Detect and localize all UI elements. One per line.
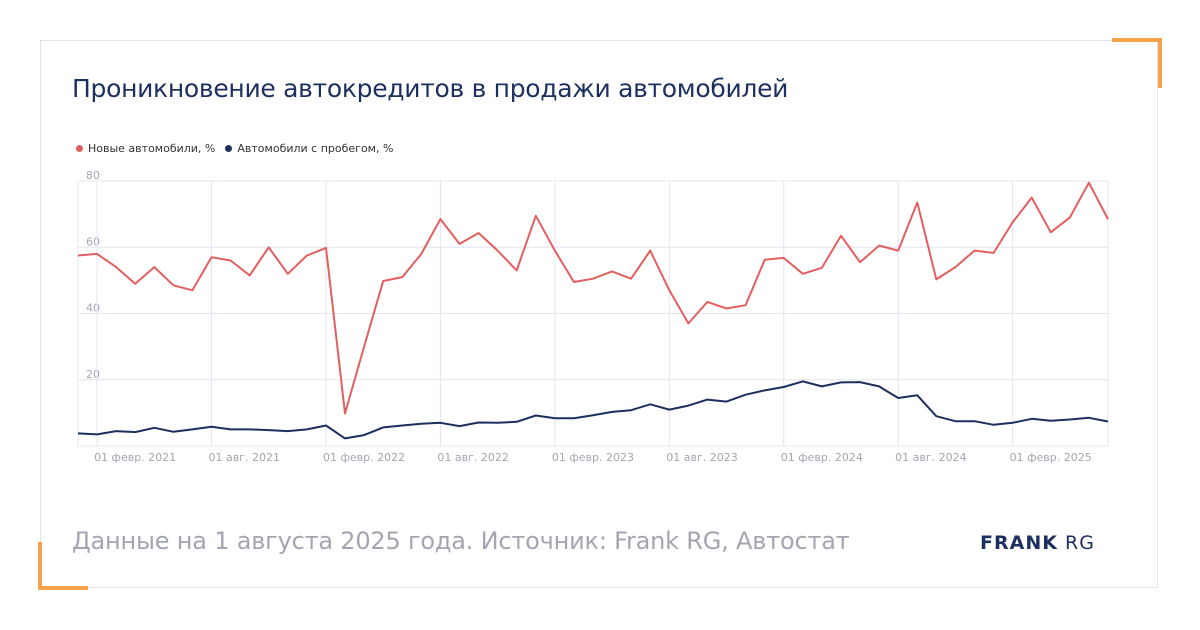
y-tick-label: 80	[86, 169, 100, 182]
y-tick-label: 60	[86, 235, 100, 248]
chart-legend: Новые автомобили, % Автомобили с пробего…	[76, 142, 393, 155]
x-tick-label: 01 авг. 2024	[895, 451, 966, 464]
legend-label-new: Новые автомобили, %	[88, 142, 216, 155]
x-tick-label: 01 авг. 2023	[666, 451, 737, 464]
y-tick-label: 40	[86, 302, 100, 315]
series-line-used-cars	[77, 380, 1109, 440]
legend-item-new[interactable]: Новые автомобили, %	[76, 142, 215, 155]
chart-title: Проникновение автокредитов в продажи авт…	[72, 74, 789, 103]
corner-accent-bottom-left-vertical	[38, 542, 42, 590]
x-tick-label: 01 февр. 2023	[552, 451, 634, 464]
y-tick-label: 20	[86, 368, 100, 381]
x-tick-label: 01 февр. 2021	[94, 451, 176, 464]
x-tick-label: 01 авг. 2021	[209, 451, 280, 464]
corner-accent-top-right-vertical	[1158, 38, 1162, 88]
frank-rg-logo: FRANK RG	[980, 532, 1095, 554]
x-tick-label: 01 февр. 2025	[1010, 451, 1092, 464]
legend-item-used[interactable]: Автомобили с пробегом, %	[225, 142, 393, 155]
legend-label-used: Автомобили с пробегом, %	[237, 142, 394, 155]
x-tick-label: 01 февр. 2022	[323, 451, 405, 464]
legend-dot-new	[76, 145, 83, 152]
x-tick-label: 01 авг. 2022	[437, 451, 508, 464]
legend-dot-used	[225, 145, 233, 152]
series-line-new-cars	[77, 181, 1109, 415]
corner-accent-bottom-left	[38, 586, 88, 590]
footer-source: Данные на 1 августа 2025 года. Источник:…	[72, 527, 850, 555]
corner-accent-top-right	[1112, 38, 1162, 42]
x-tick-label: 01 февр. 2024	[781, 451, 863, 464]
